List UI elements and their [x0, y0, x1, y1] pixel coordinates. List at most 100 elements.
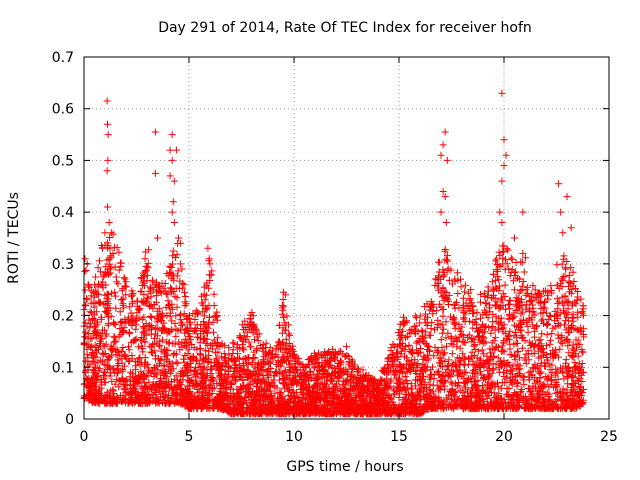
data-point	[313, 388, 321, 396]
data-point	[513, 323, 521, 331]
data-point	[125, 330, 133, 338]
data-point	[504, 246, 512, 254]
data-point	[205, 284, 213, 292]
data-point	[206, 277, 214, 284]
data-point	[122, 283, 130, 291]
data-point	[248, 371, 256, 379]
data-point	[180, 358, 188, 366]
data-point	[236, 334, 244, 342]
data-point	[547, 336, 555, 344]
data-point	[277, 362, 285, 370]
data-point	[203, 304, 211, 312]
data-point	[302, 364, 310, 371]
data-point	[139, 348, 147, 356]
grid-lines	[84, 57, 609, 419]
data-point	[118, 348, 126, 355]
data-point	[310, 364, 318, 372]
data-point	[453, 343, 461, 351]
data-point	[354, 366, 362, 374]
data-point	[210, 312, 218, 320]
data-point	[200, 283, 208, 291]
data-point	[408, 325, 416, 333]
data-point	[107, 369, 115, 377]
data-point	[145, 378, 153, 386]
data-point	[140, 375, 148, 383]
data-point	[328, 388, 336, 396]
data-point	[111, 288, 119, 296]
data-point	[562, 359, 570, 367]
data-point	[476, 338, 484, 346]
data-point	[224, 371, 232, 379]
data-point	[159, 336, 167, 344]
data-point	[535, 394, 543, 402]
data-point	[399, 383, 407, 391]
data-point	[371, 405, 379, 413]
data-point	[300, 410, 308, 417]
data-point	[173, 294, 181, 302]
data-point	[520, 376, 528, 384]
data-point	[332, 383, 340, 390]
data-point	[125, 343, 132, 351]
data-point	[176, 311, 184, 319]
data-point	[450, 368, 457, 376]
data-point	[433, 282, 441, 290]
data-point	[178, 265, 186, 273]
data-point	[554, 320, 562, 327]
data-point	[197, 362, 205, 370]
data-point	[313, 363, 321, 371]
data-point	[151, 330, 159, 338]
data-point	[397, 364, 405, 371]
data-point	[491, 393, 499, 401]
data-point	[81, 286, 89, 294]
data-point	[120, 324, 128, 332]
data-point	[135, 355, 143, 363]
data-point	[296, 376, 303, 384]
data-point	[137, 288, 145, 296]
data-point	[496, 368, 504, 376]
data-point	[371, 375, 379, 383]
data-point	[420, 408, 427, 416]
data-point	[512, 294, 520, 302]
data-point	[539, 391, 547, 399]
data-point	[578, 378, 586, 385]
data-point	[569, 379, 577, 387]
data-point	[138, 342, 146, 350]
data-point	[165, 399, 173, 407]
data-point	[121, 362, 128, 370]
data-point	[425, 331, 433, 339]
data-point	[214, 348, 222, 356]
data-point	[487, 398, 495, 406]
data-point	[128, 300, 136, 308]
data-point	[389, 340, 397, 348]
data-point	[455, 382, 463, 390]
data-point	[395, 329, 402, 336]
data-point	[457, 283, 465, 291]
data-point	[187, 336, 194, 344]
data-point	[236, 400, 244, 408]
data-point	[221, 366, 229, 374]
data-point	[94, 264, 102, 272]
data-point	[491, 302, 499, 310]
data-point	[81, 267, 89, 275]
data-point	[467, 286, 475, 294]
data-point	[328, 398, 336, 406]
data-point	[396, 340, 404, 348]
data-point	[419, 355, 427, 363]
data-point	[512, 364, 520, 372]
data-point	[438, 344, 446, 352]
data-point	[575, 384, 583, 392]
data-point	[103, 308, 110, 316]
data-point	[163, 357, 171, 365]
data-point	[266, 359, 274, 367]
data-point	[543, 319, 551, 327]
data-point	[171, 292, 179, 300]
data-point	[90, 369, 98, 377]
data-point	[386, 378, 394, 386]
data-point	[435, 300, 443, 308]
data-point	[529, 282, 537, 290]
data-point	[511, 286, 519, 294]
data-point	[282, 335, 290, 343]
data-point	[194, 386, 202, 393]
data-point	[314, 373, 322, 381]
data-point	[560, 375, 568, 383]
